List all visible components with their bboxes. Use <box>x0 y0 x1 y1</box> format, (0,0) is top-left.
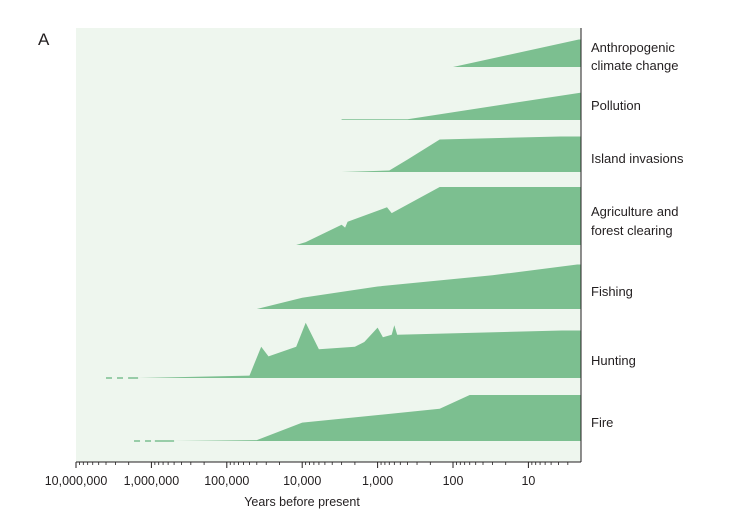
x-tick-label-4: 1,000 <box>362 474 393 488</box>
series-label-5-0: Hunting <box>591 353 636 368</box>
x-tick-label-1: 1,000,000 <box>124 474 180 488</box>
series-area-4 <box>256 264 582 309</box>
series-area-1 <box>341 92 582 120</box>
series-label-0-0: Anthropogenic <box>591 40 675 55</box>
x-tick-label-5: 100 <box>443 474 464 488</box>
series-area-5 <box>138 322 582 378</box>
series-label-1-0: Pollution <box>591 98 641 113</box>
series-label-6-0: Fire <box>591 415 613 430</box>
series-area-0 <box>453 39 582 67</box>
series-labels: Anthropogenic climate change Pollution Isla… <box>591 40 684 430</box>
series-label-3-0: Agriculture and <box>591 204 678 219</box>
series-area-3 <box>296 187 582 245</box>
x-tick-label-3: 10,000 <box>283 474 321 488</box>
x-tick-label-6: 10 <box>521 474 535 488</box>
series-area-6 <box>174 395 582 441</box>
series-label-0-1: climate change <box>591 58 678 73</box>
series-area-2 <box>341 136 582 172</box>
series-label-4-0: Fishing <box>591 284 633 299</box>
x-axis-title: Years before present <box>244 495 360 509</box>
axes: 10,000,000 1,000,000 100,000 10,000 1,000 100… <box>45 28 582 488</box>
series-label-3-1: forest clearing <box>591 223 673 238</box>
series-areas <box>106 39 582 442</box>
panel-label: A <box>38 30 50 49</box>
x-tick-label-0: 10,000,000 <box>45 474 108 488</box>
series-label-2-0: Island invasions <box>591 151 684 166</box>
x-tick-label-2: 100,000 <box>204 474 249 488</box>
